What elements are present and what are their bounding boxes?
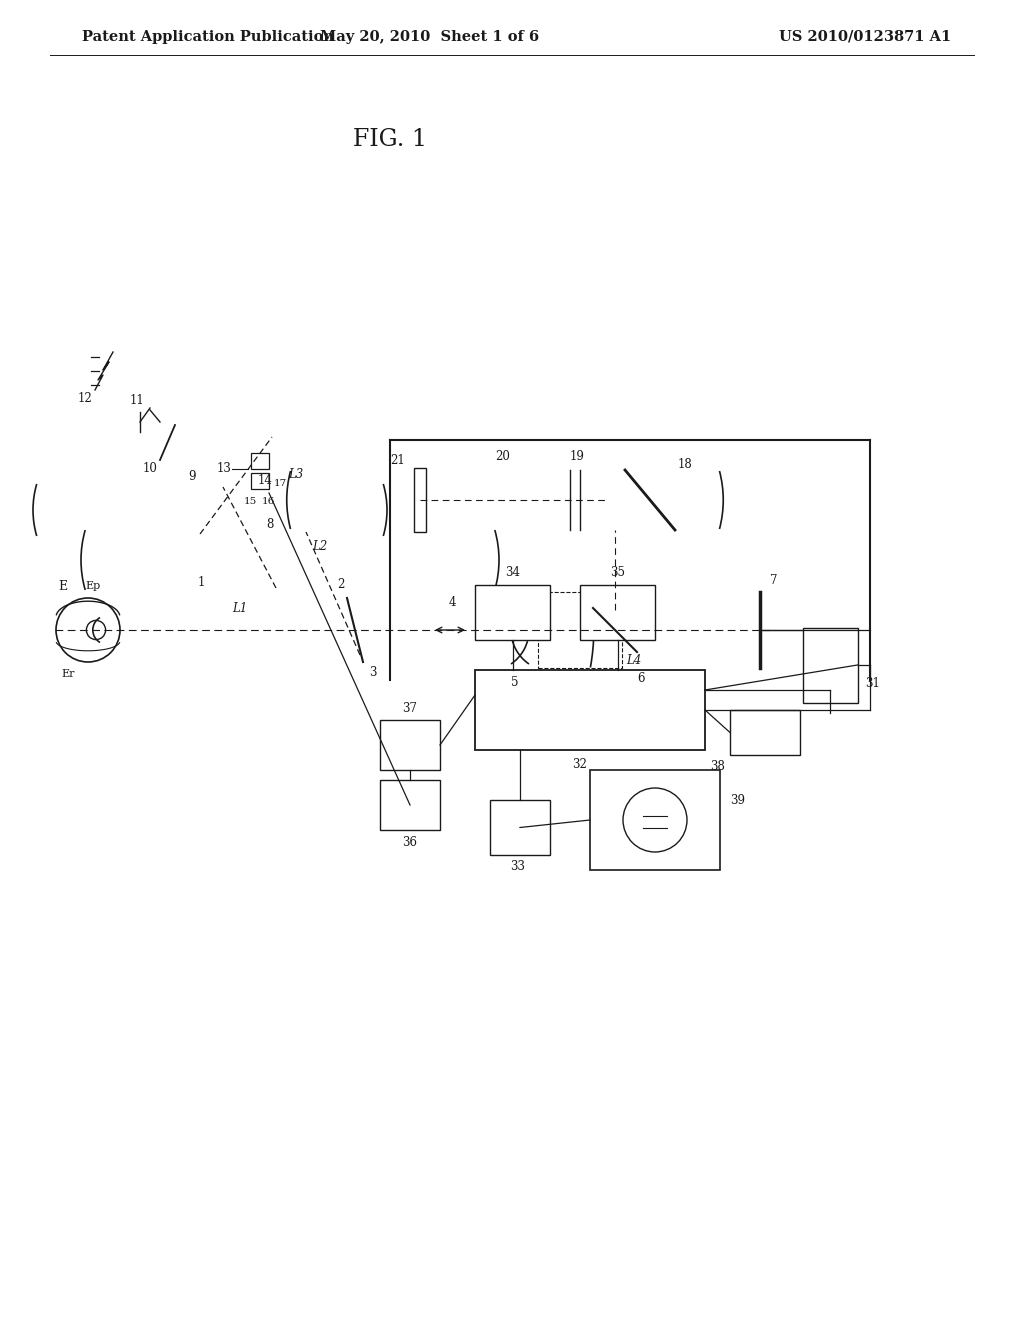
Text: 13: 13 [216, 462, 231, 475]
Text: E: E [58, 579, 68, 593]
Text: L2: L2 [312, 540, 328, 553]
Text: Er: Er [61, 669, 75, 678]
Bar [538, 591, 622, 668]
Text: 17: 17 [274, 479, 288, 487]
Text: 38: 38 [711, 760, 725, 774]
Text: 31: 31 [865, 677, 881, 690]
Text: 36: 36 [402, 836, 418, 849]
Text: 9: 9 [188, 470, 196, 483]
Bar [730, 710, 800, 755]
Text: 3: 3 [370, 665, 377, 678]
Text: 2: 2 [337, 578, 345, 590]
Text: 16: 16 [261, 496, 274, 506]
Text: L4: L4 [626, 653, 641, 667]
Text: L3: L3 [288, 469, 303, 482]
Text: 18: 18 [678, 458, 693, 470]
Bar [475, 671, 705, 750]
Text: 8: 8 [266, 517, 273, 531]
Bar [380, 780, 440, 830]
Text: 10: 10 [142, 462, 158, 474]
Text: Patent Application Publication: Patent Application Publication [82, 30, 334, 44]
Text: 21: 21 [390, 454, 406, 466]
Bar [803, 627, 857, 702]
Bar [380, 719, 440, 770]
Text: 1: 1 [198, 576, 205, 589]
Text: 32: 32 [572, 758, 588, 771]
Text: US 2010/0123871 A1: US 2010/0123871 A1 [779, 30, 951, 44]
Bar [251, 453, 269, 469]
Text: L1: L1 [232, 602, 248, 615]
Text: 7: 7 [770, 573, 778, 586]
Text: FIG. 1: FIG. 1 [353, 128, 427, 152]
Text: Ep: Ep [85, 581, 100, 591]
Bar [475, 585, 550, 640]
Text: May 20, 2010  Sheet 1 of 6: May 20, 2010 Sheet 1 of 6 [321, 30, 540, 44]
Text: 4: 4 [449, 595, 456, 609]
Text: 19: 19 [569, 450, 585, 462]
Text: 34: 34 [505, 566, 520, 579]
Bar [590, 770, 720, 870]
Text: 6: 6 [637, 672, 645, 685]
Bar [251, 473, 269, 488]
Bar [580, 585, 655, 640]
Text: 12: 12 [78, 392, 92, 404]
Bar [414, 469, 426, 532]
Text: 37: 37 [402, 701, 418, 714]
Text: 20: 20 [496, 450, 510, 462]
Text: 11: 11 [130, 393, 144, 407]
Text: 14: 14 [258, 474, 272, 487]
Text: 35: 35 [610, 566, 625, 579]
Bar [490, 800, 550, 855]
Text: 5: 5 [511, 676, 519, 689]
Text: 33: 33 [511, 861, 525, 874]
Text: 15: 15 [244, 496, 257, 506]
Text: 39: 39 [730, 793, 745, 807]
